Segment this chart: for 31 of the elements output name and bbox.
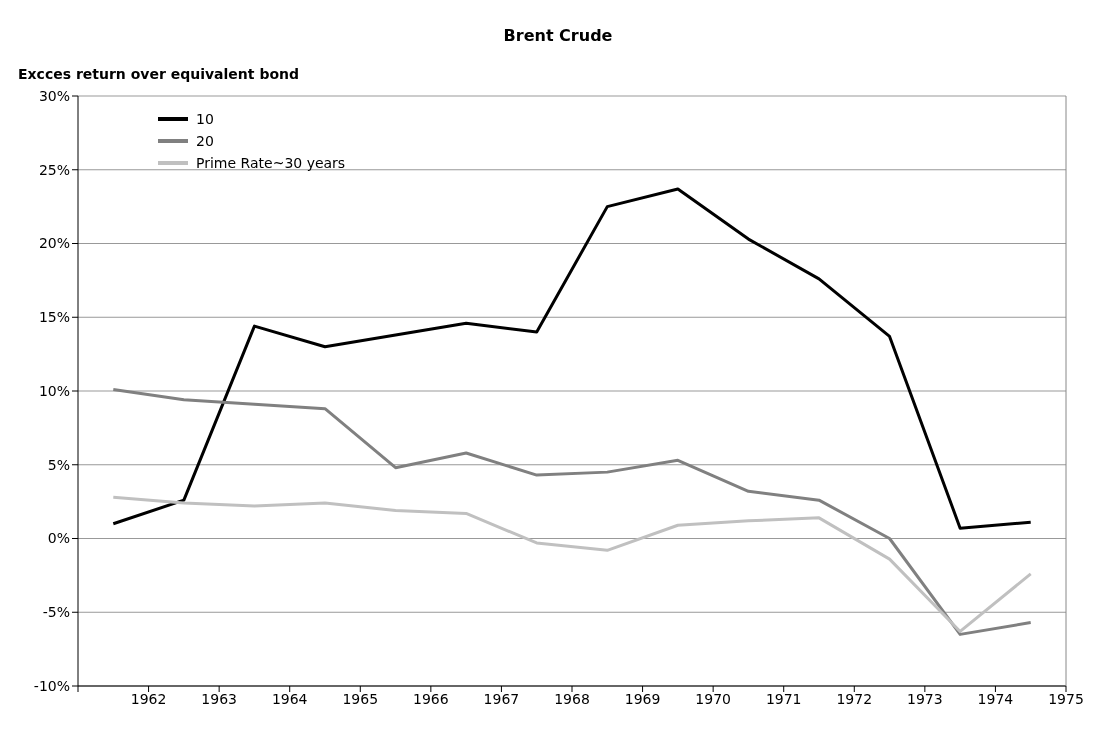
x-tick-label: 1974 [977, 690, 1014, 707]
x-tick-label: 1968 [554, 690, 590, 707]
x-tick-label: 1971 [765, 690, 802, 707]
y-tick-label: -5% [42, 604, 70, 621]
chart-title: Brent Crude [502, 25, 614, 47]
x-tick-label: 1972 [836, 690, 873, 707]
y-tick-label: 15% [38, 309, 70, 326]
y-tick-label: 25% [38, 161, 70, 178]
y-tick-label: 30% [38, 87, 70, 104]
line-series [111, 187, 1033, 530]
y-axis-title: Excces return over equivalent bond [18, 66, 300, 82]
y-tick-label: 0% [47, 530, 70, 547]
y-tick-label: 20% [38, 235, 70, 252]
x-tick-label: 1963 [201, 690, 237, 707]
y-tick-label: -10% [33, 677, 70, 694]
legend-label: 10 [196, 111, 214, 127]
y-tick-label: 10% [38, 382, 70, 399]
x-tick-label: 1970 [695, 690, 731, 707]
x-tick-label: 1973 [907, 690, 943, 707]
line-series [111, 388, 1033, 636]
legend-label: Prime Rate~30 years [196, 155, 346, 171]
legend-label: 20 [196, 133, 214, 149]
line-series [111, 495, 1033, 633]
x-tick-label: 1962 [130, 690, 167, 707]
x-tick-label: 1964 [271, 690, 308, 707]
y-tick-label: 5% [47, 456, 70, 473]
x-tick-label: 1969 [624, 690, 661, 707]
x-tick-label: 1967 [483, 690, 520, 707]
x-tick-label: 1966 [413, 690, 449, 707]
x-tick-label: 1965 [342, 690, 379, 707]
x-tick-label: 1975 [1048, 690, 1084, 707]
